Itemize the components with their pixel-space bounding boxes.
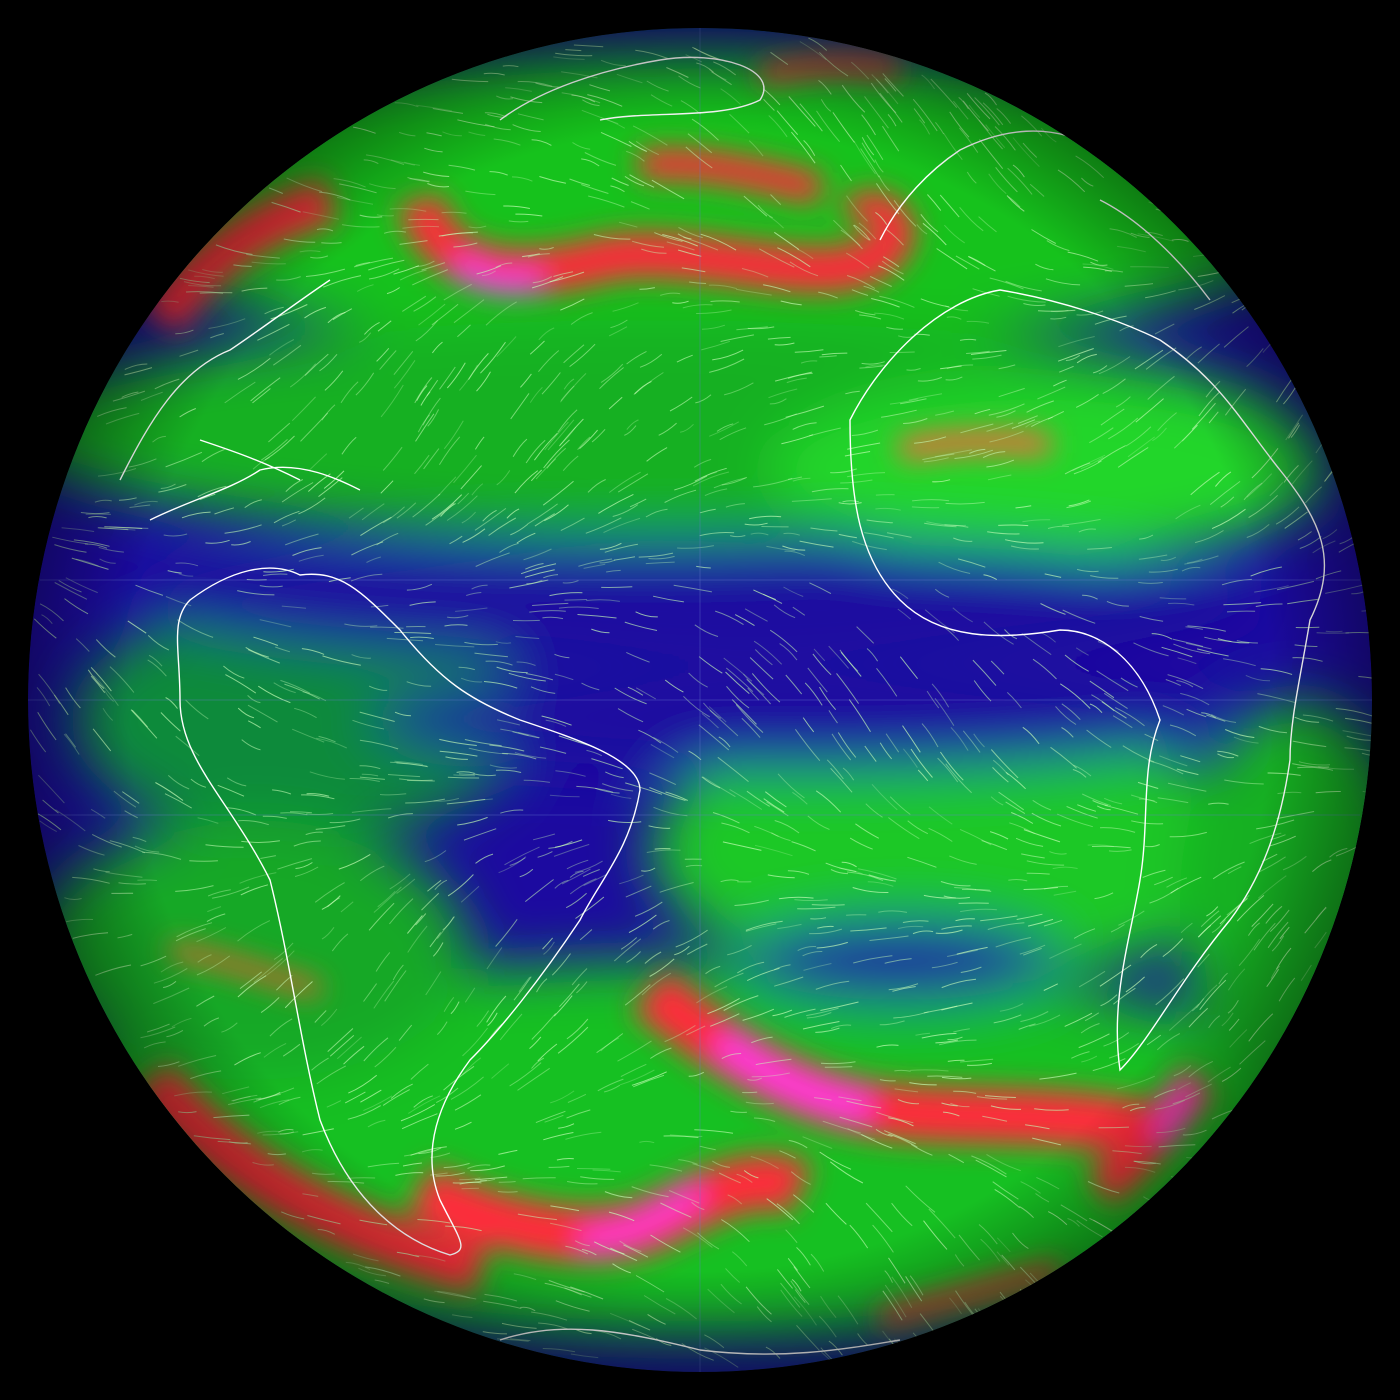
streamline — [974, 1308, 995, 1332]
streamline — [1170, 1176, 1200, 1181]
streamline — [1019, 1288, 1033, 1302]
streamline — [977, 1308, 996, 1329]
globe-limb-shade — [28, 28, 1372, 1372]
